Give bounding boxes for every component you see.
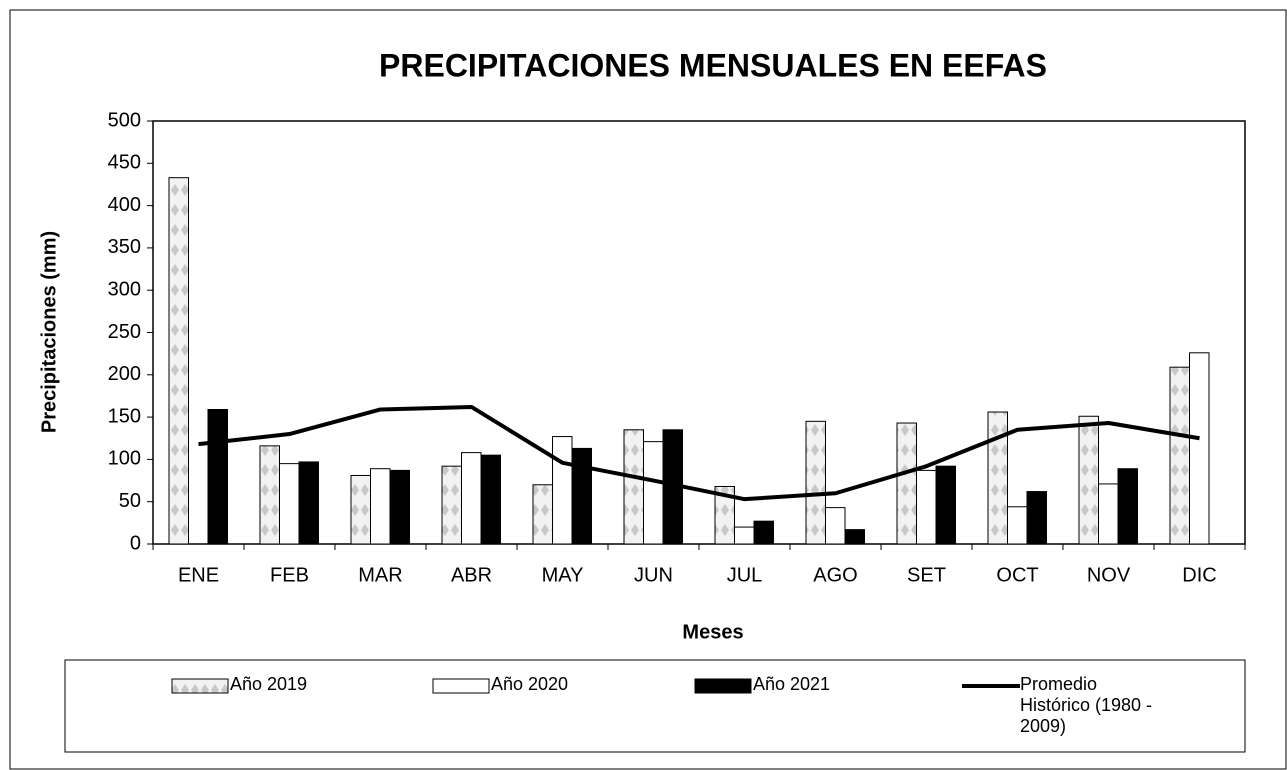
legend-label-box: Promedio Histórico (1980 - 2009)	[1020, 674, 1153, 736]
bar	[1007, 506, 1028, 545]
chart-title: PRECIPITACIONES MENSUALES EN EEFAS	[379, 47, 1047, 83]
x-tick-label: JUN	[634, 564, 673, 586]
bar	[389, 469, 410, 545]
bar	[734, 526, 755, 545]
x-tick-label: NOV	[1087, 564, 1131, 586]
legend-swatch	[171, 678, 229, 694]
chart-frame	[9, 9, 1287, 770]
bar	[461, 452, 482, 545]
bar	[1117, 468, 1138, 545]
bar	[896, 422, 917, 545]
y-tick-label: 250	[108, 321, 141, 343]
bar	[552, 436, 573, 545]
y-tick-label: 500	[108, 109, 141, 131]
bar	[259, 445, 280, 545]
legend-label: Promedio Histórico (1980 - 2009)	[1020, 674, 1153, 736]
legend-swatch	[432, 678, 490, 694]
bar	[1098, 483, 1119, 545]
bar	[532, 484, 553, 545]
x-tick-label: OCT	[996, 564, 1038, 586]
line-series	[198, 404, 1200, 502]
bar	[168, 177, 189, 545]
y-tick-label: 300	[108, 278, 141, 300]
y-tick-label: 350	[108, 236, 141, 258]
x-tick-label: SET	[907, 564, 946, 586]
x-tick-label: AGO	[813, 564, 857, 586]
y-tick-label: 50	[119, 490, 141, 512]
bar	[643, 441, 664, 545]
bar	[571, 447, 592, 545]
x-tick-label: ABR	[451, 564, 492, 586]
bar	[350, 474, 371, 545]
x-tick-label: MAY	[542, 564, 584, 586]
bar	[753, 520, 774, 545]
legend-label: Año 2019	[230, 674, 308, 694]
x-tick-label: DIC	[1182, 564, 1216, 586]
bar	[1189, 352, 1210, 545]
x-tick-label: FEB	[270, 564, 309, 586]
legend-swatch	[694, 678, 752, 694]
y-axis-label: Precipitaciones (mm)	[38, 231, 60, 433]
bar	[714, 485, 735, 545]
bar	[935, 465, 956, 545]
bar	[207, 408, 228, 545]
x-tick-label: ENE	[178, 564, 219, 586]
y-tick-label: 100	[108, 448, 141, 470]
y-tick-label: 400	[108, 194, 141, 216]
bar	[370, 468, 391, 545]
legend-label-box: Año 2019	[230, 674, 308, 694]
legend-label-box: Año 2020	[491, 674, 569, 694]
bar	[805, 420, 826, 545]
legend-label: Año 2020	[491, 674, 569, 694]
legend-box	[64, 659, 1246, 753]
x-axis-label: Meses	[682, 621, 743, 643]
legend-label-box: Año 2021	[753, 674, 831, 694]
bar	[298, 461, 319, 545]
bar	[1169, 366, 1190, 545]
x-tick-label: MAR	[358, 564, 402, 586]
bar	[987, 411, 1008, 545]
x-tick-label: JUL	[727, 564, 763, 586]
bar	[480, 454, 501, 545]
y-tick-label: 450	[108, 152, 141, 174]
y-tick-label: 0	[130, 532, 141, 554]
bar	[1026, 491, 1047, 545]
bar	[441, 465, 462, 545]
bar	[623, 429, 644, 545]
bar	[916, 469, 937, 545]
bar	[844, 529, 865, 545]
bar	[825, 507, 846, 545]
legend-label: Año 2021	[753, 674, 831, 694]
y-tick-label: 200	[108, 363, 141, 385]
bar	[279, 463, 300, 545]
bar	[1078, 415, 1099, 545]
y-tick-label: 150	[108, 405, 141, 427]
